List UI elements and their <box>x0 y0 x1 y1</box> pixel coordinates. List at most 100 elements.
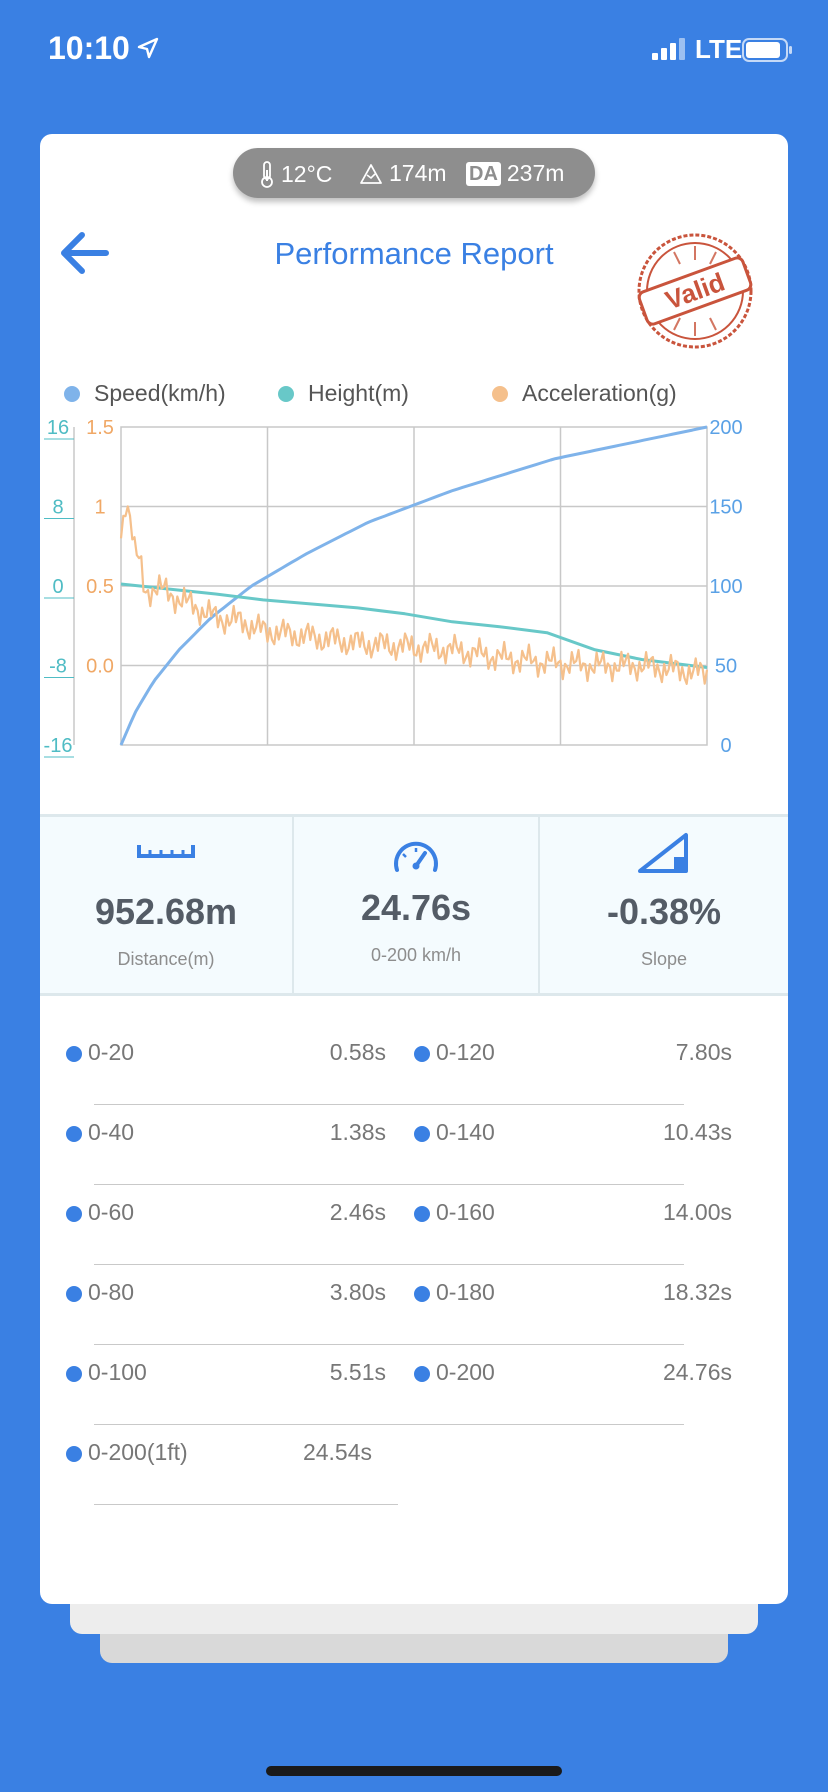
split-dot <box>414 1366 430 1382</box>
split-label: 0-200(1ft) <box>88 1439 188 1465</box>
valid-stamp: Valid <box>637 233 753 349</box>
left-inner-axis-tick-label: 1 <box>94 497 105 519</box>
slope-label: Slope <box>640 949 688 969</box>
status-time: 10:10 <box>48 30 130 66</box>
stat-zero-to-200: 24.76s 0-200 km/h <box>294 817 538 993</box>
slope-icon <box>638 833 688 873</box>
right-axis-tick-label: 50 <box>715 656 737 678</box>
signal-icon <box>652 38 685 60</box>
zero-to-200-label: 0-200 km/h <box>370 945 462 965</box>
slope-value: -0.38% <box>606 891 722 932</box>
environment-pill: 12°C 174m DA 237m <box>233 148 595 198</box>
split-dot <box>414 1126 430 1142</box>
split-label: 0-60 <box>88 1199 135 1225</box>
temperature-item: 12°C <box>259 160 332 188</box>
split-dot <box>414 1286 430 1302</box>
report-card: 12°C 174m DA 237m Performance Report Val… <box>40 134 788 1604</box>
speedometer-icon <box>394 841 438 872</box>
split-value: 5.51s <box>329 1359 386 1385</box>
split-label: 0-120 <box>436 1039 495 1065</box>
split-dot <box>66 1366 82 1382</box>
split-dot <box>66 1206 82 1222</box>
legend-acceleration-label: Acceleration(g) <box>522 380 677 406</box>
left-inner-axis-tick-label: 0.0 <box>86 656 114 678</box>
split-dot <box>66 1286 82 1302</box>
split-value: 2.46s <box>329 1199 386 1225</box>
left-outer-axis-tick-label: 0 <box>52 576 63 598</box>
split-item: 0-180 18.32s <box>414 1254 732 1334</box>
split-item: 0-60 2.46s <box>66 1174 386 1254</box>
split-value: 14.00s <box>662 1199 732 1225</box>
split-label: 0-40 <box>88 1119 135 1145</box>
status-bar: 10:10 LTE <box>0 0 828 100</box>
legend-dot-height <box>278 385 294 402</box>
left-inner-axis-tick-label: 0.5 <box>86 576 114 598</box>
split-item: 0-100 5.51s <box>66 1334 386 1414</box>
split-value: 18.32s <box>662 1279 732 1305</box>
left-inner-axis-tick-label: 1.5 <box>86 417 114 439</box>
split-divider <box>94 1344 684 1345</box>
legend-speed: Speed(km/h) <box>64 380 226 407</box>
density-altitude-value: 237m <box>506 160 565 186</box>
split-label: 0-100 <box>88 1359 147 1385</box>
split-label: 0-140 <box>436 1119 495 1145</box>
split-dot <box>414 1206 430 1222</box>
stat-divider <box>292 817 294 993</box>
back-arrow-icon[interactable] <box>58 230 114 276</box>
legend-acceleration: Acceleration(g) <box>492 380 677 407</box>
split-item: 0-140 10.43s <box>414 1094 732 1174</box>
split-item: 0-160 14.00s <box>414 1174 732 1254</box>
ruler-icon <box>137 845 195 858</box>
density-altitude-badge: DA <box>466 161 501 186</box>
split-item: 0-200 24.76s <box>414 1334 732 1414</box>
location-arrow-icon <box>137 37 159 59</box>
stat-divider <box>538 817 540 993</box>
battery-icon <box>742 38 792 62</box>
split-value: 0.58s <box>329 1039 386 1065</box>
distance-value: 952.68m <box>94 891 238 932</box>
split-item: 0-20 0.58s <box>66 1014 386 1094</box>
left-outer-axis-tick-label: 16 <box>47 417 69 439</box>
split-value: 3.80s <box>329 1279 386 1305</box>
home-indicator <box>266 1766 562 1776</box>
legend-dot-acceleration <box>492 385 508 402</box>
distance-label: Distance(m) <box>117 949 215 969</box>
split-dot <box>66 1446 82 1462</box>
network-type: LTE <box>695 34 743 64</box>
mountain-icon <box>360 163 382 184</box>
zero-to-200-value: 24.76s <box>360 887 472 928</box>
split-divider <box>94 1104 684 1105</box>
split-divider <box>94 1184 684 1185</box>
split-item: 0-200(1ft) 24.54s <box>66 1414 372 1494</box>
chart-legend: Speed(km/h) Height(m) Acceleration(g) <box>40 374 788 414</box>
split-value: 24.76s <box>662 1359 732 1385</box>
series-line-acceleration-g <box>119 505 709 685</box>
split-value: 1.38s <box>329 1119 386 1145</box>
stat-slope: -0.38% Slope <box>540 817 788 993</box>
split-label: 0-180 <box>436 1279 495 1305</box>
density-altitude-item: DA 237m <box>466 160 564 187</box>
legend-speed-label: Speed(km/h) <box>94 380 226 406</box>
series-line-height-m <box>120 582 708 669</box>
altitude-value: 174m <box>389 160 447 186</box>
split-divider <box>94 1504 398 1505</box>
legend-height: Height(m) <box>278 380 409 407</box>
split-dot <box>66 1126 82 1142</box>
split-label: 0-20 <box>88 1039 135 1065</box>
split-dot <box>66 1046 82 1062</box>
temperature-value: 12°C <box>281 160 333 187</box>
stat-distance: 952.68m Distance(m) <box>40 817 292 993</box>
performance-chart: 200 150 100 50 0 16 8 0 -8 -16 1.5 1 0.5 0.0 <box>44 417 743 758</box>
series-line-speed-km-h <box>119 425 708 746</box>
right-axis-tick-label: 0 <box>720 735 731 757</box>
split-item: 0-80 3.80s <box>66 1254 386 1334</box>
right-axis-tick-label: 200 <box>709 417 742 439</box>
left-outer-axis-tick-label: -16 <box>44 735 73 757</box>
altitude-item: 174m <box>359 160 447 187</box>
right-axis-tick-label: 150 <box>709 497 742 519</box>
split-divider <box>94 1424 684 1425</box>
stats-row: 952.68m Distance(m) 24.76s 0-200 km/h -0… <box>40 814 788 996</box>
legend-height-label: Height(m) <box>308 380 409 406</box>
split-value: 7.80s <box>675 1039 732 1065</box>
split-label: 0-160 <box>436 1199 495 1225</box>
